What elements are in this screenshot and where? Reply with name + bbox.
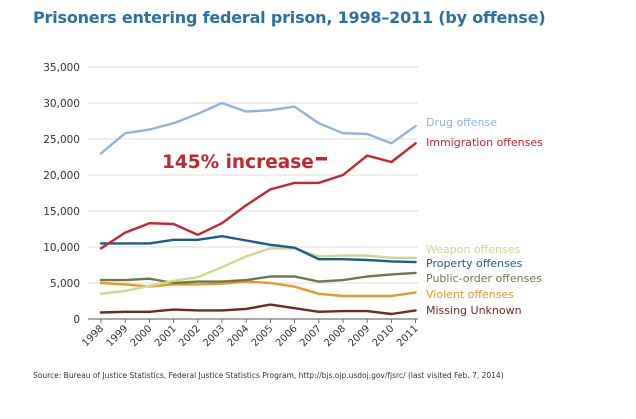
x-tick-label: 2003 [201, 323, 227, 349]
series-line-immigration-offenses [99, 142, 417, 250]
legend-label-weapon-offenses: Weapon offenses [426, 243, 520, 256]
y-axis-ticks: 0 5,000 10,000 15,000 20,000 25,000 30,000 35,0… [43, 62, 80, 326]
x-tick-label: 2009 [347, 323, 373, 349]
series-line-property-offenses [99, 234, 417, 264]
x-tick-label: 2010 [371, 323, 397, 349]
legend: Drug offense Immigration offenses Weapon o… [426, 116, 543, 317]
x-tick-label: 1998 [80, 323, 106, 349]
y-tick-label: 35,000 [43, 62, 80, 74]
x-tick-label: 2004 [226, 323, 252, 349]
legend-label-public-order-offenses: Public-order offenses [426, 272, 542, 285]
annotation-dash [316, 157, 327, 161]
legend-label-immigration-offenses: Immigration offenses [426, 136, 543, 149]
x-tick-label: 2000 [129, 323, 155, 349]
series-line-violent-offenses [99, 280, 417, 298]
legend-label-property-offenses: Property offenses [426, 257, 523, 270]
chart-title: Prisoners entering federal prison, 1998–… [33, 8, 546, 27]
x-tick-label: 2011 [395, 323, 421, 349]
series-line-drug-offense [99, 101, 417, 155]
x-axis-ticks: 1998199920002001200220032004200520062007… [80, 319, 421, 349]
y-tick-label: 0 [73, 314, 80, 326]
y-tick-label: 25,000 [43, 134, 80, 146]
x-tick-label: 2007 [298, 323, 324, 349]
x-tick-label: 2008 [322, 323, 348, 349]
legend-label-drug-offense: Drug offense [426, 116, 497, 129]
y-tick-label: 15,000 [43, 206, 80, 218]
series-line-weapon-offenses [99, 247, 417, 295]
x-tick-label: 1999 [105, 323, 131, 349]
legend-label-missing-unknown: Missing Unknown [426, 304, 522, 317]
source-note: Source: Bureau of Justice Statistics, Fe… [33, 371, 504, 380]
x-tick-label: 2001 [153, 323, 179, 349]
y-tick-label: 20,000 [43, 170, 80, 182]
x-tick-label: 2002 [177, 323, 203, 349]
y-tick-label: 10,000 [43, 242, 80, 254]
legend-label-violent-offenses: Violent offenses [426, 288, 514, 301]
series-line-public-order-offenses [99, 271, 417, 285]
y-tick-label: 5,000 [50, 278, 80, 290]
annotations: 145% increase [162, 152, 327, 173]
series-line-missing-unknown [99, 303, 417, 316]
x-tick-label: 2006 [274, 323, 300, 349]
x-tick-label: 2005 [250, 323, 276, 349]
y-tick-label: 30,000 [43, 98, 80, 110]
series-lines [99, 101, 417, 316]
annotation-label: 145% increase [162, 152, 314, 173]
